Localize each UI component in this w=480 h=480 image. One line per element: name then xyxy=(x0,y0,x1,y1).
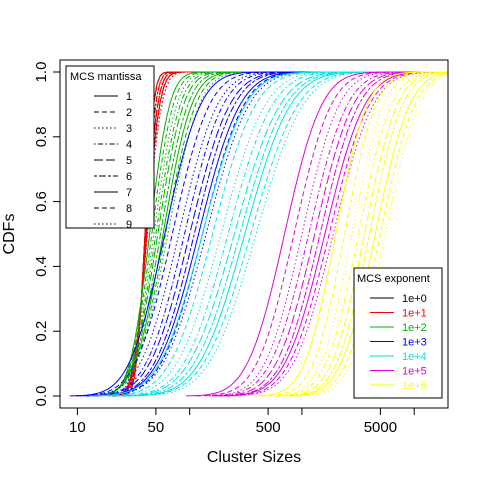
x-axis-label: Cluster Sizes xyxy=(207,449,301,466)
plot-frame xyxy=(59,59,449,409)
legend-exponent-label: 1e+4 xyxy=(402,351,427,363)
y-tick-label: 0.8 xyxy=(33,126,50,147)
x-tick-label: 50 xyxy=(148,419,165,436)
y-axis-label: CDFs xyxy=(1,214,18,255)
cdf-curve-1e+6-m3 xyxy=(270,71,449,397)
cdf-curve-1e+6-m2 xyxy=(260,71,449,397)
y-tick-label: 0.6 xyxy=(33,191,50,212)
y-tick-label: 0.2 xyxy=(33,321,50,342)
y-axis: 0.0 0.2 0.4 0.6 0.8 1.0 xyxy=(33,62,60,407)
y-tick-label: 0.4 xyxy=(33,256,50,277)
curves-layer xyxy=(69,71,449,397)
cdf-curve-1e+4-m3 xyxy=(105,71,448,397)
cdf-curve-1e+6-m8 xyxy=(289,73,449,397)
legend-exponent-label: 1e+6 xyxy=(402,380,427,392)
legend-mantissa-label: 2 xyxy=(126,107,132,119)
cdf-curve-1e+6-m5 xyxy=(276,71,449,397)
cdf-curve-1e+4-m6 xyxy=(121,71,448,397)
legend-exponent-label: 1e+3 xyxy=(402,337,427,349)
cdf-curve-1e+5-m9 xyxy=(228,71,449,397)
legend-mantissa-label: 5 xyxy=(126,155,132,167)
x-tick-label: 500 xyxy=(256,419,281,436)
cdf-curve-1e+6-m6 xyxy=(283,71,449,397)
y-tick-label: 1.0 xyxy=(33,62,50,83)
legend-exponent-entries: 1e+0 1e+1 1e+2 1e+3 1e+4 1e+5 1e+6 xyxy=(370,293,427,392)
legend-mantissa-label: 7 xyxy=(126,187,132,199)
cdf-curve-1e+3-m8 xyxy=(92,71,448,397)
cdf-curve-1e+4-m2 xyxy=(98,71,448,397)
legend-exponent-label: 1e+0 xyxy=(402,293,427,305)
legend-mantissa-entries: 1 2 3 4 5 6 7 8 9 xyxy=(94,91,132,231)
cdf-curve-1e+1-m8 xyxy=(111,71,448,397)
cdf-curve-1e+5-m6 xyxy=(218,71,449,397)
legend-exponent-title: MCS exponent xyxy=(357,273,430,285)
cdf-curve-1e+5-m8 xyxy=(224,71,449,397)
legend-mantissa-label: 3 xyxy=(126,123,132,135)
legend-exponent: MCS exponent 1e+01e+11e+21e+31e+41e+51e+… xyxy=(353,267,443,399)
legend-exponent-box xyxy=(353,267,443,399)
legend-mantissa: MCS mantissa 1 2 3 4 5 6 7 8 9 xyxy=(65,65,155,231)
cdf-curve-1e+5-m7 xyxy=(218,71,449,397)
legend-mantissa-label: 6 xyxy=(126,171,132,183)
x-tick-label: 5000 xyxy=(364,419,397,436)
legend-exponent-label: 1e+1 xyxy=(402,308,427,320)
legend-mantissa-label: 1 xyxy=(126,91,132,103)
x-tick-label: 10 xyxy=(69,419,86,436)
x-axis: 10 50 500 5000 xyxy=(69,408,415,436)
legend-exponent-label: 1e+5 xyxy=(402,366,427,378)
y-tick-label: 0.0 xyxy=(33,386,50,407)
legend-mantissa-label: 4 xyxy=(126,139,132,151)
legend-mantissa-label: 8 xyxy=(126,203,132,215)
legend-exponent-label: 1e+2 xyxy=(402,322,427,334)
cdf-curve-1e+6-m4 xyxy=(273,71,449,397)
legend-mantissa-title: MCS mantissa xyxy=(70,71,142,83)
legend-mantissa-box xyxy=(65,65,155,229)
legend-mantissa-label: 9 xyxy=(126,219,132,231)
